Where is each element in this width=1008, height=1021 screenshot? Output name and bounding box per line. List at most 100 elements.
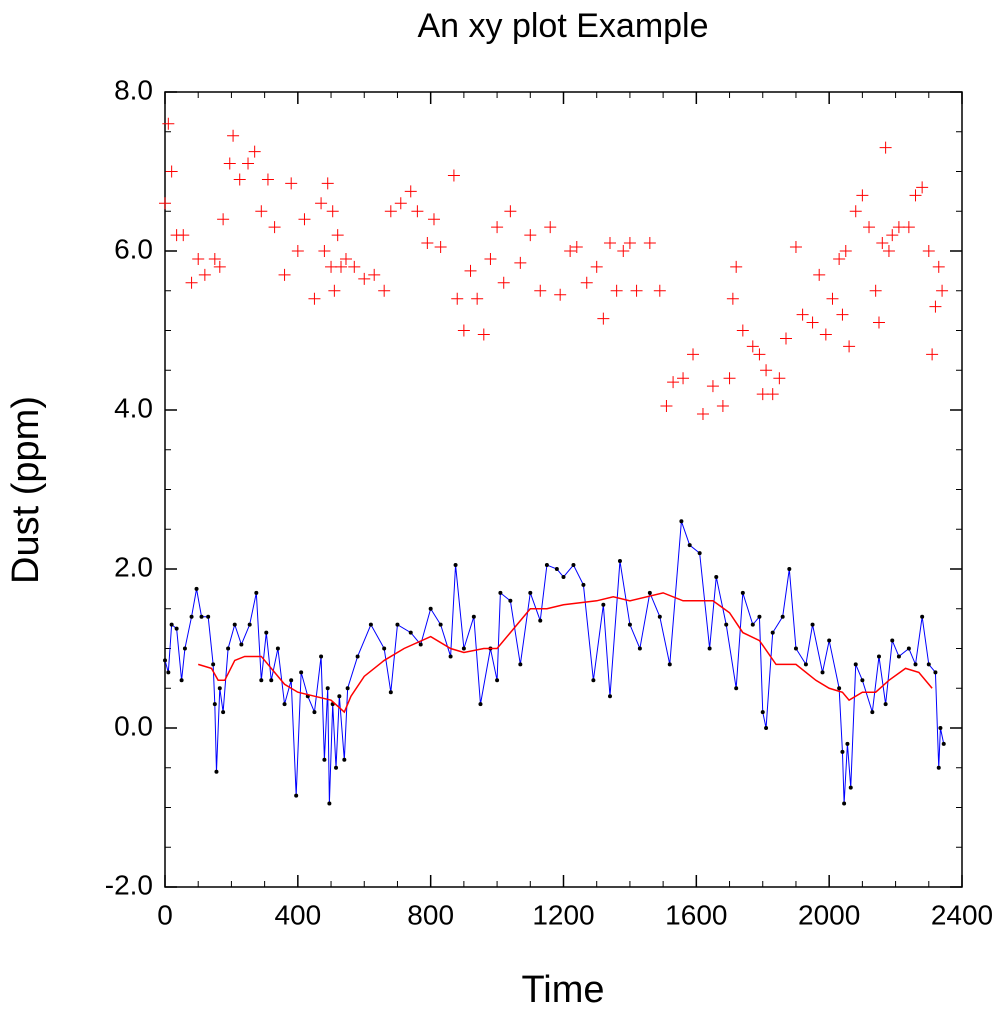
- data-point: [760, 710, 765, 715]
- y-tick-label: 4.0: [114, 392, 153, 423]
- data-point: [478, 702, 483, 707]
- data-point: [221, 710, 226, 715]
- data-point: [647, 590, 652, 595]
- x-axis-title: Time: [521, 969, 604, 1011]
- data-point: [780, 614, 785, 619]
- cross-marker: [726, 292, 739, 305]
- cross-marker: [856, 189, 869, 202]
- cross-marker: [514, 256, 527, 269]
- data-point: [232, 622, 237, 627]
- data-point: [254, 590, 259, 595]
- data-point: [471, 614, 476, 619]
- cross-marker: [819, 328, 832, 341]
- cross-marker: [617, 245, 630, 257]
- data-point: [926, 662, 931, 667]
- cross-marker: [335, 260, 348, 273]
- cross-marker: [869, 284, 882, 297]
- cross-marker: [597, 312, 610, 325]
- data-point: [544, 563, 549, 568]
- data-point: [860, 678, 865, 683]
- cross-marker: [909, 189, 922, 202]
- y-tick-label: 8.0: [114, 74, 153, 105]
- data-point: [319, 654, 324, 659]
- cross-marker: [227, 129, 240, 142]
- data-point: [601, 602, 606, 607]
- data-point: [518, 662, 523, 667]
- data-point: [845, 741, 850, 746]
- data-point: [214, 769, 219, 774]
- data-point: [264, 630, 269, 635]
- y-tick-label: 2.0: [114, 551, 153, 582]
- data-point: [707, 646, 712, 651]
- cross-marker: [451, 292, 464, 305]
- cross-marker: [753, 348, 766, 361]
- cross-marker: [836, 308, 849, 321]
- cross-marker: [736, 324, 749, 337]
- cross-marker: [162, 117, 175, 130]
- data-point: [194, 586, 199, 591]
- data-point: [226, 646, 231, 651]
- cross-marker: [687, 348, 700, 361]
- cross-marker: [932, 260, 945, 273]
- data-point: [842, 801, 847, 806]
- data-point: [418, 642, 423, 647]
- cross-marker: [434, 241, 447, 254]
- x-tick-label: 2000: [798, 899, 860, 930]
- data-point: [325, 686, 330, 691]
- cross-marker: [192, 252, 205, 265]
- data-line: [164, 521, 945, 804]
- data-point: [687, 543, 692, 548]
- data-point: [757, 614, 762, 619]
- y-axis-title: Dust (ppm): [5, 396, 47, 584]
- cross-marker: [185, 276, 198, 289]
- cross-marker: [464, 264, 477, 277]
- data-point: [428, 606, 433, 611]
- cross-marker: [298, 213, 311, 226]
- cross-marker: [706, 380, 719, 393]
- data-point: [913, 662, 918, 667]
- data-point: [740, 590, 745, 595]
- data-point: [876, 654, 881, 659]
- cross-marker: [159, 197, 171, 210]
- data-point: [299, 670, 304, 675]
- cross-marker: [643, 237, 656, 250]
- cross-marker: [766, 388, 779, 401]
- cross-marker: [554, 288, 567, 301]
- cross-marker: [826, 292, 839, 305]
- cross-marker: [603, 237, 616, 250]
- cross-marker: [564, 245, 577, 257]
- data-point: [793, 646, 798, 651]
- data-point: [199, 614, 204, 619]
- cross-marker: [261, 173, 274, 186]
- data-point: [920, 614, 925, 619]
- cross-marker: [457, 324, 470, 337]
- data-point: [294, 793, 299, 798]
- data-point: [408, 630, 413, 635]
- cross-marker: [570, 241, 583, 254]
- x-tick-label: 0: [157, 899, 173, 930]
- data-point: [345, 686, 350, 691]
- cross-marker: [876, 237, 889, 250]
- data-line: [197, 592, 933, 714]
- data-point: [217, 686, 222, 691]
- data-point: [189, 614, 194, 619]
- cross-marker: [308, 292, 321, 305]
- data-point: [453, 563, 458, 568]
- x-tick-label: 1600: [665, 899, 727, 930]
- data-point: [169, 622, 174, 627]
- cross-marker: [882, 245, 895, 257]
- data-point: [581, 582, 586, 587]
- data-point: [750, 622, 755, 627]
- cross-marker: [544, 221, 557, 234]
- data-point: [667, 662, 672, 667]
- y-tick-label: 6.0: [114, 233, 153, 264]
- cross-marker: [223, 157, 236, 170]
- data-point: [368, 622, 373, 627]
- cross-marker: [806, 316, 819, 329]
- data-point: [853, 662, 858, 667]
- cross-marker: [623, 237, 636, 250]
- cross-marker: [248, 145, 261, 158]
- data-point: [448, 654, 453, 659]
- y-tick-label: -2.0: [105, 869, 153, 900]
